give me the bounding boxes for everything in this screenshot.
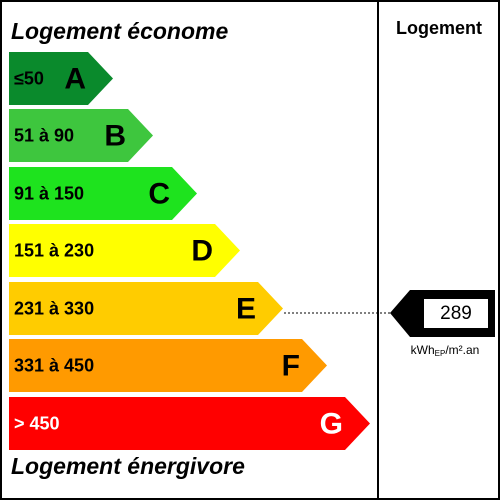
class-bar: [9, 397, 370, 450]
class-range: 151 à 230: [14, 240, 94, 260]
class-range: ≤50: [14, 68, 44, 88]
class-range: 91 à 150: [14, 183, 84, 203]
class-letter: D: [191, 234, 213, 267]
value-box: [424, 299, 488, 328]
class-letter: A: [64, 62, 86, 95]
top-label: Logement économe: [11, 18, 228, 44]
class-bars: ≤50 A 51 à 90 B 91 à 150 C 151 à 230 D 231 à 330…: [9, 52, 370, 450]
column-header: Logement: [396, 18, 482, 38]
class-bar: [9, 339, 327, 392]
class-letter: F: [282, 349, 300, 382]
unit-main: kWh: [411, 343, 435, 357]
class-letter: C: [148, 177, 170, 210]
class-letter: G: [320, 407, 343, 440]
unit-rest: /m².an: [445, 343, 479, 357]
unit-sub: EP: [435, 349, 446, 358]
class-bar: [9, 224, 240, 277]
class-range: 331 à 450: [14, 355, 94, 375]
class-range: 51 à 90: [14, 125, 74, 145]
class-bar: [9, 282, 283, 335]
value-unit: kWhEP/m².an: [411, 343, 480, 358]
class-letter: E: [236, 292, 256, 325]
class-letter: B: [104, 119, 126, 152]
class-bar: [9, 52, 113, 105]
class-range: > 450: [14, 413, 60, 433]
class-bar: [9, 109, 153, 162]
value-number: 289: [440, 303, 472, 324]
class-range: 231 à 330: [14, 298, 94, 318]
class-bar: [9, 167, 197, 220]
bottom-label: Logement énergivore: [11, 453, 245, 479]
